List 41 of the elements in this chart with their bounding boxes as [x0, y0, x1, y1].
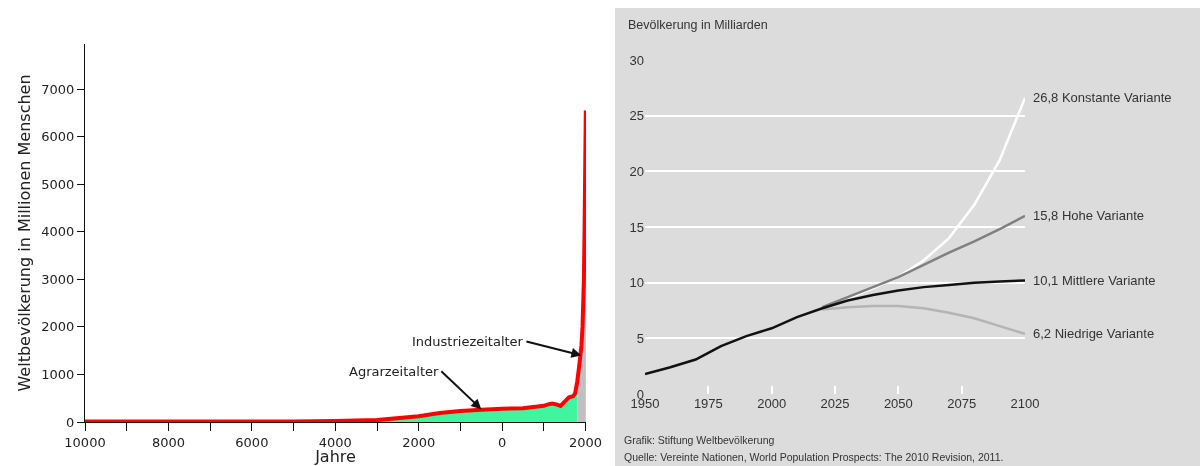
x-tick-label: 2025: [820, 396, 850, 411]
line-series: [645, 279, 1025, 376]
x-tick-label: 2000: [569, 434, 603, 450]
x-tick-label: 2000: [402, 434, 436, 450]
x-tick-label: 1975: [693, 396, 723, 411]
x-tick-label: 2075: [947, 396, 977, 411]
y-tick-label: 6000: [41, 129, 75, 145]
y-axis-title: Weltbevölkerung in Millionen Menschen: [15, 74, 35, 392]
x-tick-label: 10000: [64, 434, 106, 450]
x-axis-title: Jahre: [314, 447, 356, 466]
x-tick-label: 2050: [883, 396, 913, 411]
y-tick-label: 5000: [41, 176, 75, 192]
y-tick-label: 10: [629, 275, 644, 291]
line-series: [821, 304, 1025, 336]
text: Grafik: Stiftung Weltbevölkerung: [624, 434, 775, 446]
annotation: Agrarzeitalter: [349, 364, 439, 379]
y-tick-label: 4000: [41, 224, 75, 240]
series-label: 15,8 Hohe Variante: [1033, 208, 1145, 223]
series-label: 6,2 Niedrige Variante: [1033, 326, 1155, 341]
x-tick-label: 2100: [1010, 396, 1040, 411]
y-tick-label: 5: [636, 330, 644, 346]
line-series: [821, 214, 1025, 309]
x-tick-label: 8000: [151, 434, 185, 450]
x-tick-label: 0: [498, 434, 507, 450]
x-tick-label: 2000: [757, 396, 787, 411]
y-tick-label: 15: [629, 219, 644, 235]
source-note: Quelle: Vereinte Nationen, World Population Prospects: The 2010 Revision, 2011.: [624, 451, 1004, 463]
x-tick-label: 4000: [318, 434, 352, 450]
y-tick-label: 25: [629, 108, 644, 124]
y-tick-label: 3000: [41, 271, 75, 287]
y-tick-label: 0: [66, 414, 75, 430]
y-tick-label: 7000: [41, 81, 75, 97]
annotation: Industriezeitalter: [412, 334, 524, 349]
y-tick-label: 20: [629, 163, 644, 179]
y-axis-title: Bevölkerung in Milliarden: [628, 18, 768, 32]
y-tick-label: 1000: [41, 367, 75, 382]
series-label: 26,8 Konstante Variante: [1033, 90, 1172, 105]
series-label: 10,1 Mittlere Variante: [1033, 273, 1156, 288]
y-tick-label: 30: [629, 52, 644, 68]
x-tick-label: 6000: [235, 434, 269, 450]
y-tick-label: 2000: [41, 319, 75, 335]
